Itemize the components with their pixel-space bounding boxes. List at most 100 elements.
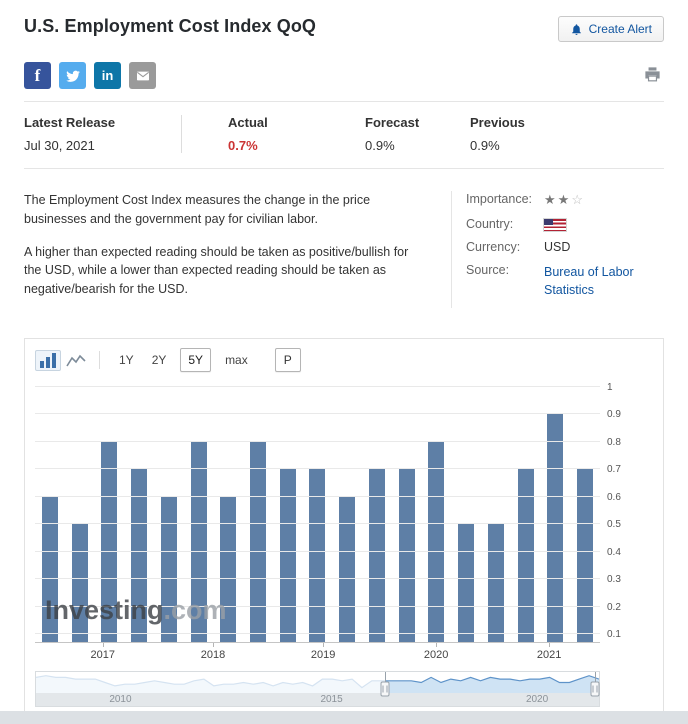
actual-block: Actual 0.7% bbox=[228, 115, 365, 153]
y-axis-label: 0.1 bbox=[607, 629, 621, 641]
email-icon bbox=[136, 71, 149, 80]
description-paragraph: The Employment Cost Index measures the c… bbox=[24, 193, 371, 226]
twitter-icon bbox=[66, 70, 80, 82]
gridline bbox=[35, 468, 600, 470]
bar[interactable] bbox=[250, 441, 267, 643]
bar-chart-type-button[interactable] bbox=[35, 349, 61, 371]
twitter-share-button[interactable] bbox=[59, 62, 86, 89]
forecast-value: 0.9% bbox=[365, 138, 395, 153]
us-flag-icon bbox=[544, 218, 566, 231]
forecast-block: Forecast 0.9% bbox=[365, 115, 470, 153]
bar-chart-icon bbox=[40, 352, 56, 368]
actual-label: Actual bbox=[228, 115, 268, 130]
release-summary: Latest Release Jul 30, 2021 Actual 0.7% … bbox=[0, 102, 688, 168]
bar[interactable] bbox=[71, 524, 88, 643]
printer-icon bbox=[645, 66, 660, 81]
share-bar: f in bbox=[0, 42, 688, 101]
x-axis-label: 2021 bbox=[536, 649, 562, 662]
investing-watermark: Investing.com bbox=[45, 595, 227, 626]
bar[interactable] bbox=[309, 469, 326, 643]
linkedin-icon: in bbox=[101, 68, 114, 83]
y-axis-label: 1 bbox=[607, 381, 613, 393]
x-axis-label: 2019 bbox=[310, 649, 336, 662]
vertical-divider bbox=[451, 191, 452, 309]
navigator-timeline-band: 2010 2015 2020 bbox=[36, 693, 599, 707]
create-alert-button[interactable]: Create Alert bbox=[557, 16, 664, 42]
bar[interactable] bbox=[517, 469, 534, 643]
bar[interactable] bbox=[398, 469, 415, 643]
print-button[interactable] bbox=[641, 63, 664, 89]
facebook-icon: f bbox=[34, 65, 41, 85]
x-axis-label: 2020 bbox=[423, 649, 449, 662]
y-axis-label: 0.8 bbox=[607, 436, 621, 448]
bar[interactable] bbox=[279, 469, 296, 643]
x-tick bbox=[102, 643, 104, 648]
x-tick bbox=[436, 643, 438, 648]
line-chart-icon bbox=[66, 354, 86, 367]
previous-label: Previous bbox=[470, 115, 525, 130]
gridline bbox=[35, 605, 600, 607]
navigator-year-label: 2020 bbox=[525, 694, 549, 706]
linkedin-share-button[interactable]: in bbox=[94, 62, 121, 89]
country-label: Country: bbox=[466, 217, 514, 231]
bar[interactable] bbox=[428, 441, 445, 643]
x-axis: 2017 2018 2019 2020 2021 bbox=[35, 643, 600, 665]
vertical-divider bbox=[181, 115, 182, 153]
range-button-1y[interactable]: 1Y bbox=[115, 348, 138, 372]
star-filled-icon: ★ bbox=[544, 192, 556, 207]
event-info: The Employment Cost Index measures the c… bbox=[0, 169, 688, 324]
gridline bbox=[35, 578, 600, 580]
importance-row: Importance: ★ ★ ☆ bbox=[466, 192, 664, 208]
gridline bbox=[35, 385, 600, 387]
source-link[interactable]: Bureau of Labor Statistics bbox=[544, 265, 634, 298]
event-details: Importance: ★ ★ ☆ Country: Currency: USD S… bbox=[466, 191, 664, 308]
importance-label: Importance: bbox=[466, 192, 533, 206]
previous-value: 0.9% bbox=[470, 138, 500, 153]
y-axis-label: 0.3 bbox=[607, 574, 621, 586]
bar[interactable] bbox=[458, 524, 475, 643]
navigator-year-label: 2015 bbox=[320, 694, 343, 706]
line-chart-type-button[interactable] bbox=[61, 350, 91, 371]
y-axis-label: 0.6 bbox=[607, 491, 621, 503]
previous-block: Previous 0.9% bbox=[470, 115, 525, 153]
latest-release-date: Jul 30, 2021 bbox=[24, 138, 95, 153]
gridline bbox=[35, 550, 600, 552]
navigator-left-handle[interactable] bbox=[380, 681, 390, 697]
x-tick bbox=[549, 643, 551, 648]
bar[interactable] bbox=[190, 441, 207, 643]
bar[interactable] bbox=[487, 524, 504, 643]
bell-icon bbox=[571, 23, 581, 35]
source-row: Source: Bureau of Labor Statistics bbox=[466, 263, 664, 299]
navigator-year-label: 2010 bbox=[109, 694, 132, 706]
bar[interactable] bbox=[131, 469, 148, 643]
bar[interactable] bbox=[101, 441, 118, 643]
bar[interactable] bbox=[547, 414, 564, 643]
chart-container: 1Y 2Y 5Y max P Investing.com 1 0.9 0.8 0.7 0.6 0… bbox=[24, 338, 664, 717]
currency-value: USD bbox=[544, 240, 571, 254]
bar[interactable] bbox=[576, 469, 593, 643]
event-description: The Employment Cost Index measures the c… bbox=[24, 191, 427, 308]
x-axis-label: 2018 bbox=[200, 649, 226, 662]
range-button-2y[interactable]: 2Y bbox=[148, 348, 171, 372]
bar[interactable] bbox=[368, 469, 385, 643]
latest-release-block: Latest Release Jul 30, 2021 bbox=[24, 115, 181, 153]
gridline bbox=[35, 523, 600, 525]
footer-strip bbox=[0, 711, 688, 724]
gridline bbox=[35, 495, 600, 497]
bar-chart-plot[interactable]: Investing.com bbox=[35, 381, 600, 644]
email-share-button[interactable] bbox=[129, 62, 156, 89]
country-row: Country: bbox=[466, 217, 664, 231]
plot-wrap: Investing.com 1 0.9 0.8 0.7 0.6 0.5 0.4 0.3 0.2 0… bbox=[35, 381, 663, 644]
chart-toolbar: 1Y 2Y 5Y max P bbox=[25, 345, 663, 375]
watermark-suffix: .com bbox=[163, 595, 227, 626]
range-button-max[interactable]: max bbox=[221, 348, 252, 372]
p-button[interactable]: P bbox=[274, 348, 301, 373]
y-axis-label: 0.7 bbox=[607, 464, 621, 476]
facebook-share-button[interactable]: f bbox=[24, 62, 51, 89]
watermark-main: Investing bbox=[45, 595, 164, 626]
divider bbox=[24, 168, 664, 169]
bar[interactable] bbox=[339, 496, 356, 643]
navigator-right-handle[interactable] bbox=[590, 681, 600, 697]
range-button-5y[interactable]: 5Y bbox=[180, 348, 212, 373]
range-navigator[interactable]: 2010 2015 2020 bbox=[35, 671, 600, 708]
